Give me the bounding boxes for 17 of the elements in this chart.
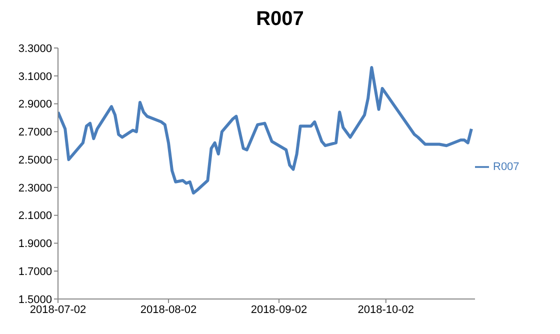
y-tick-label: 3.3000	[18, 42, 52, 55]
line-series	[58, 66, 473, 195]
legend-label: R007	[493, 160, 520, 173]
chart-title: R007	[255, 8, 305, 31]
y-tick-label: 2.9000	[18, 98, 52, 111]
y-tick-label: 2.3000	[18, 182, 52, 194]
y-tick-label: 3.1000	[18, 70, 52, 83]
y-tick-label: 2.1000	[18, 210, 52, 222]
y-tick-label: 1.9000	[18, 238, 52, 250]
x-tick-label: 2018-09-02	[250, 304, 308, 316]
y-tick-label: 2.5000	[18, 154, 52, 166]
y-tick-label: 2.7000	[18, 126, 52, 139]
x-tick-label: 2018-10-02	[358, 304, 414, 316]
y-tick-label: 1.7000	[18, 266, 52, 278]
x-tick-label: 2018-08-02	[140, 304, 197, 316]
x-tick-label: 2018-07-02	[30, 304, 86, 316]
y-tick-label: 1.5000	[18, 294, 52, 306]
